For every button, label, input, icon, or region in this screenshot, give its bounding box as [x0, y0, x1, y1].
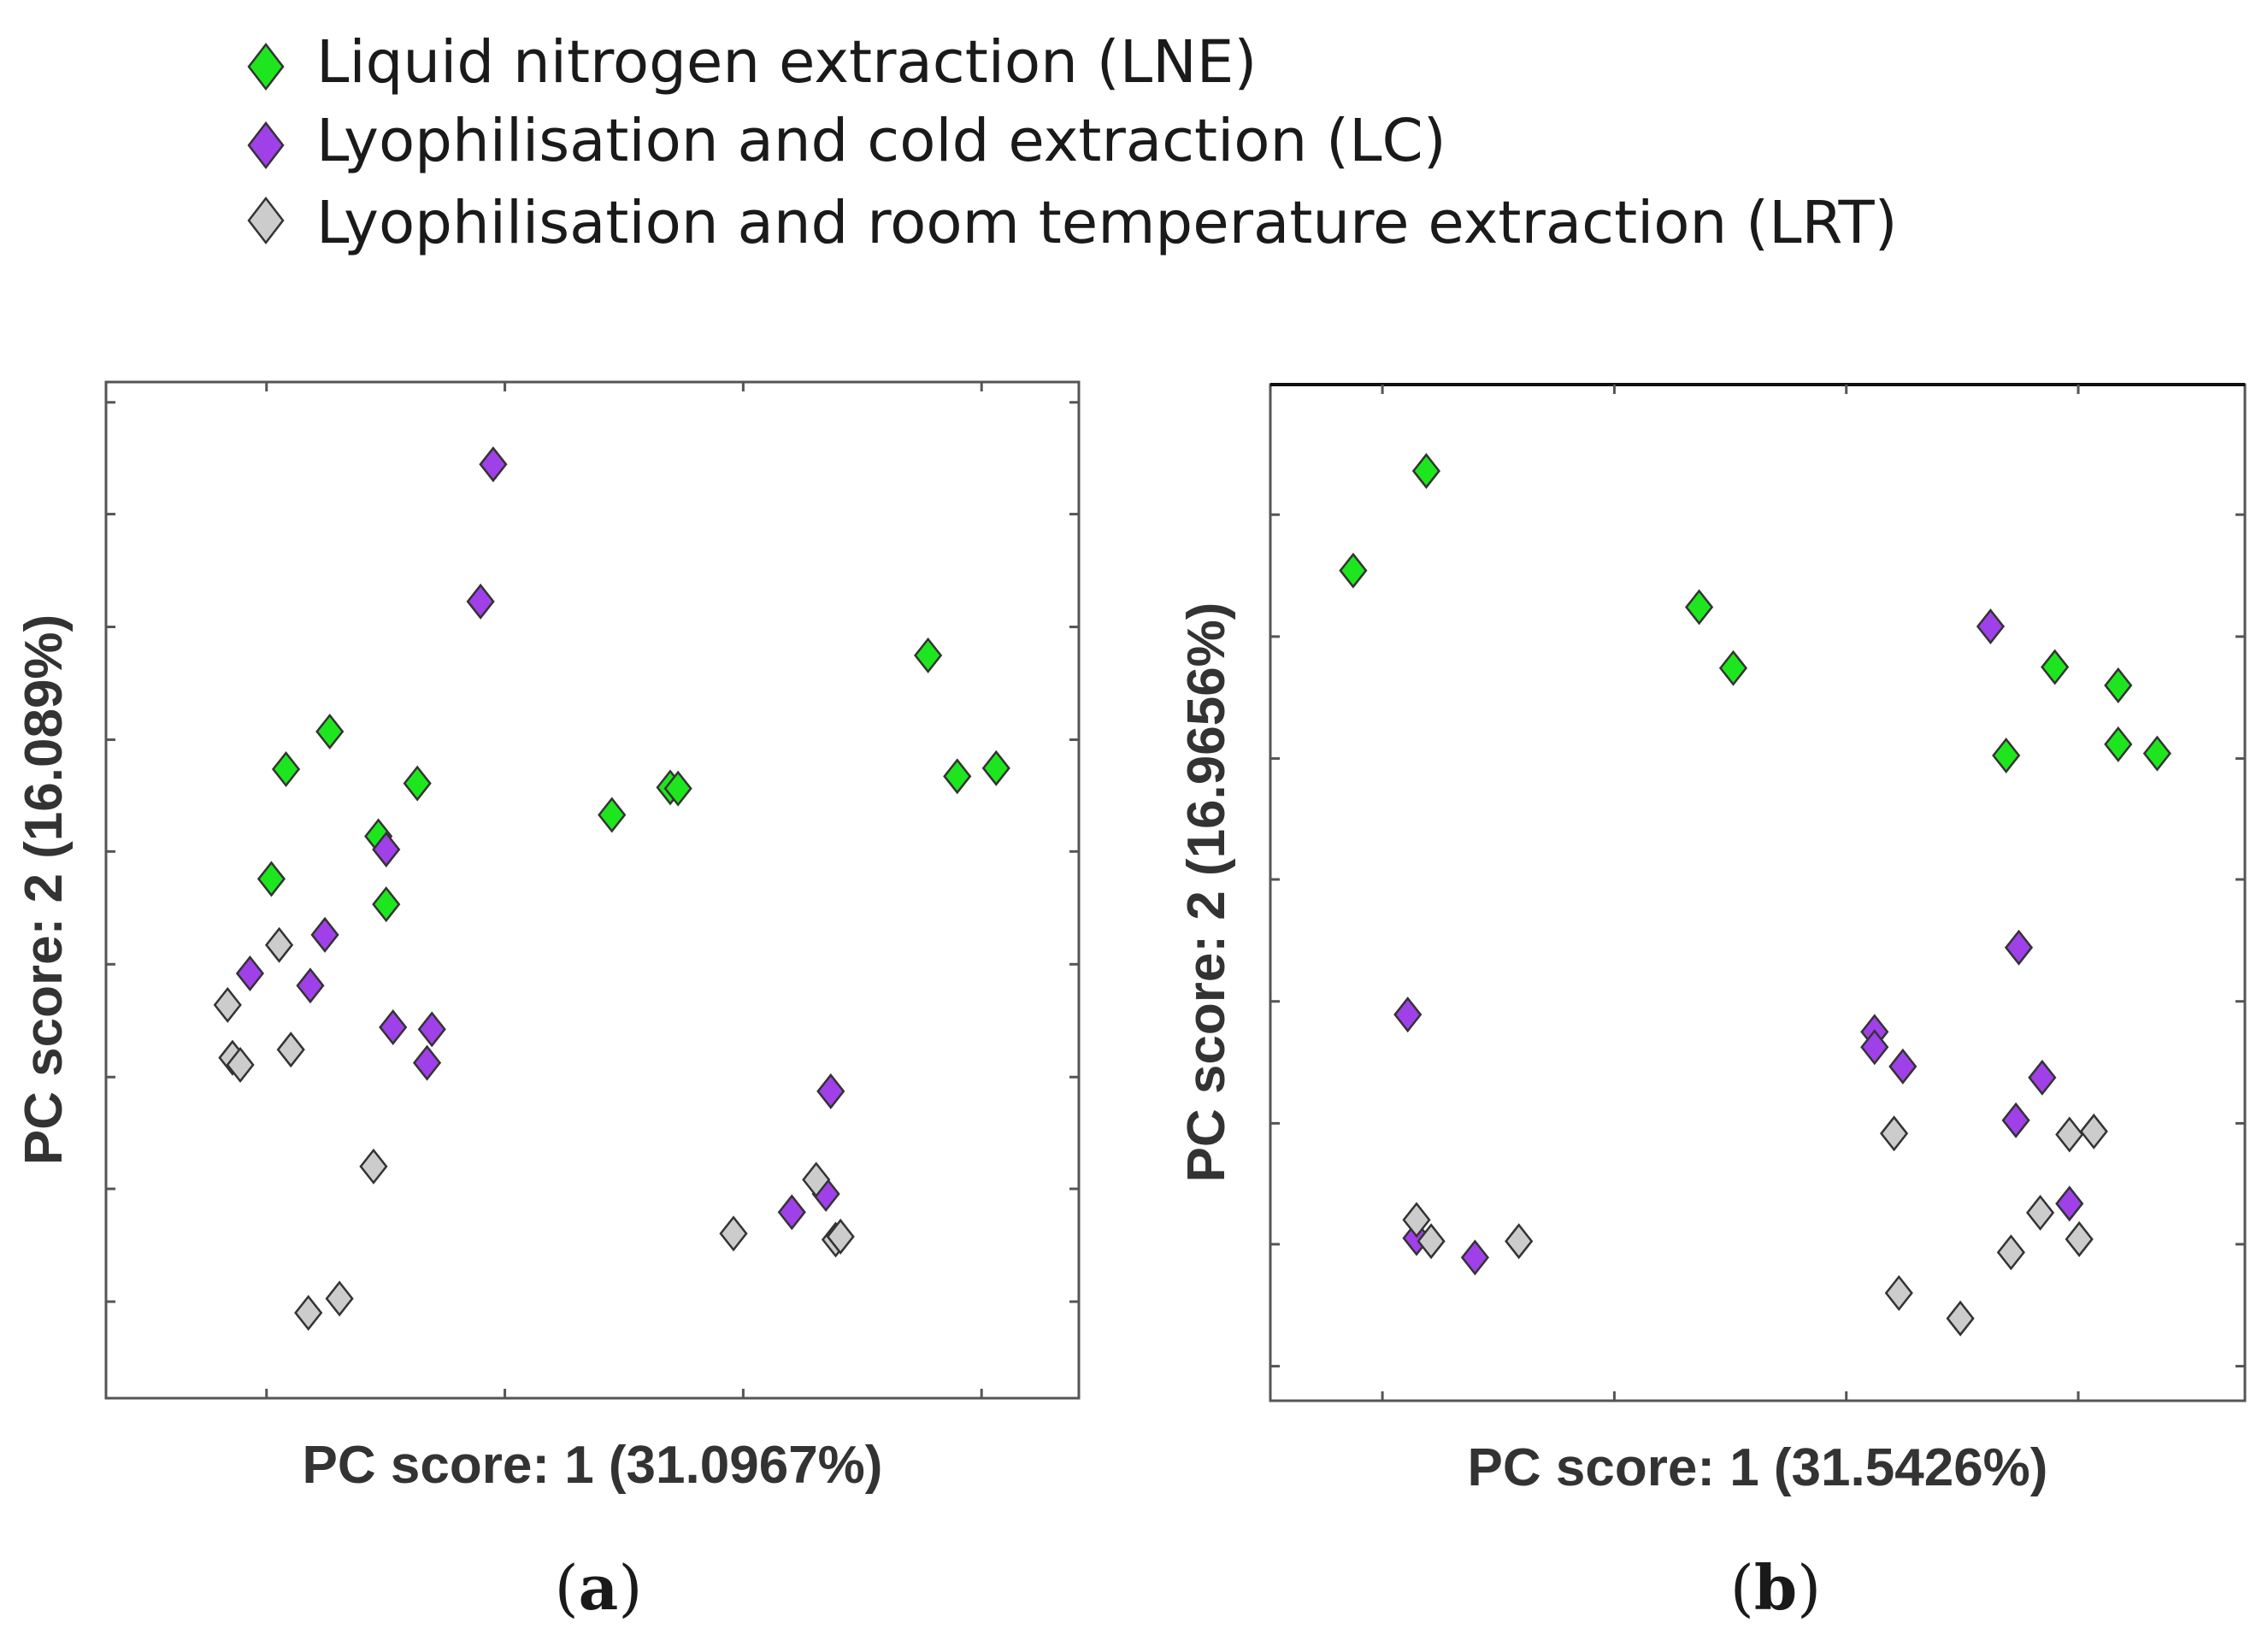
point-a-lne-4 [403, 765, 432, 802]
ticks-b [1270, 385, 2245, 1401]
point-a-lrt-0 [264, 926, 294, 963]
point-b-lne-2 [1685, 589, 1714, 626]
panel-label-a: (a) [555, 1551, 643, 1624]
point-a-lc-8 [412, 1044, 442, 1081]
markers-b [1339, 453, 2171, 1337]
ticks-a [106, 382, 1079, 1398]
point-a-lc-3 [310, 916, 339, 953]
point-b-lrt-1 [2055, 1116, 2084, 1153]
panel-b: PC score: 1 (31.5426%) PC score: 2 (16.9… [1177, 383, 2247, 1624]
y-axis-label-b: PC score: 2 (16.9656%) [1177, 603, 1236, 1183]
x-axis-label-a: PC score: 1 (31.0967%) [303, 1436, 883, 1495]
panel-a: PC score: 1 (31.0967%) PC score: 2 (16.0… [15, 380, 1081, 1624]
legend-item-lrt: Lyophilisation and room temperature extr… [247, 189, 1898, 257]
point-b-lrt-2 [2079, 1113, 2108, 1149]
point-a-lc-7 [417, 1011, 446, 1048]
point-b-lrt-3 [1402, 1202, 1431, 1238]
point-b-lne-5 [2104, 667, 2133, 703]
point-b-lc-10 [1460, 1239, 1489, 1276]
point-a-lrt-3 [226, 1046, 255, 1084]
legend-item-lc: Lyophilisation and cold extraction (LC) [247, 107, 1446, 175]
legend-marker-lrt [247, 196, 285, 245]
point-a-lrt-1 [213, 986, 242, 1023]
point-a-lc-11 [777, 1194, 806, 1231]
point-b-lne-4 [2041, 649, 2070, 685]
point-b-lrt-10 [1946, 1300, 1975, 1337]
point-b-lc-0 [1976, 608, 2006, 644]
markers-a [213, 446, 1010, 1332]
point-a-lrt-7 [325, 1280, 354, 1317]
point-a-lc-6 [379, 1009, 408, 1046]
point-b-lc-2 [1393, 996, 1423, 1033]
legend-label-lc: Lyophilisation and cold extraction (LC) [316, 107, 1446, 175]
point-b-lne-1 [1339, 552, 1368, 589]
point-a-lrt-11 [826, 1218, 855, 1255]
point-b-lrt-5 [1505, 1223, 1534, 1260]
point-a-lne-1 [315, 713, 345, 750]
legend-label-lrt: Lyophilisation and room temperature extr… [316, 189, 1898, 257]
legend-item-lne: Liquid nitrogen extraction (LNE) [247, 28, 1257, 97]
point-a-lne-11 [981, 750, 1010, 786]
point-a-lne-0 [271, 750, 301, 788]
point-b-lc-4 [1860, 1029, 1889, 1066]
point-a-lrt-5 [359, 1148, 388, 1185]
point-b-lc-1 [2004, 929, 2034, 966]
point-b-lne-7 [2104, 726, 2133, 762]
point-b-lrt-8 [2065, 1220, 2094, 1257]
point-a-lne-2 [256, 861, 286, 897]
point-a-lc-1 [466, 583, 495, 620]
point-a-lc-0 [479, 446, 508, 483]
panel-label-b: (b) [1730, 1551, 1822, 1624]
point-b-lne-0 [1411, 453, 1440, 490]
point-a-lc-2 [372, 831, 401, 867]
legend: Liquid nitrogen extraction (LNE) Lyophil… [247, 28, 1898, 257]
point-a-lne-10 [943, 758, 972, 795]
point-a-lne-6 [598, 797, 627, 833]
point-a-lc-5 [235, 955, 265, 992]
x-axis-label-b: PC score: 1 (31.5426%) [1468, 1438, 2048, 1497]
point-a-lrt-9 [802, 1161, 831, 1198]
point-b-lc-8 [2055, 1185, 2084, 1222]
point-b-lne-8 [2142, 735, 2171, 772]
point-b-lrt-4 [1417, 1223, 1446, 1260]
point-a-lne-5 [372, 886, 401, 923]
point-b-lne-6 [1992, 737, 2021, 774]
point-b-lrt-6 [2026, 1195, 2055, 1232]
point-a-lrt-4 [276, 1032, 305, 1068]
point-b-lrt-9 [1884, 1274, 1913, 1311]
point-a-lc-9 [816, 1073, 845, 1109]
point-b-lrt-7 [1996, 1234, 2025, 1271]
point-b-lc-5 [1888, 1048, 1917, 1085]
point-b-lrt-0 [1880, 1115, 1909, 1152]
point-b-lne-3 [1718, 650, 1748, 686]
y-axis-label-a: PC score: 2 (16.089%) [15, 614, 74, 1165]
point-a-lrt-8 [719, 1215, 748, 1252]
point-a-lne-8 [663, 770, 692, 807]
legend-marker-lc [247, 121, 285, 170]
legend-label-lne: Liquid nitrogen extraction (LNE) [316, 28, 1257, 97]
point-b-lc-7 [2001, 1102, 2030, 1138]
point-a-lc-4 [296, 967, 325, 1004]
point-a-lne-9 [914, 637, 943, 673]
point-a-lrt-6 [294, 1295, 323, 1332]
point-b-lc-6 [2028, 1059, 2057, 1096]
plot-frame-a [104, 380, 1081, 1400]
legend-marker-lne [247, 42, 285, 91]
